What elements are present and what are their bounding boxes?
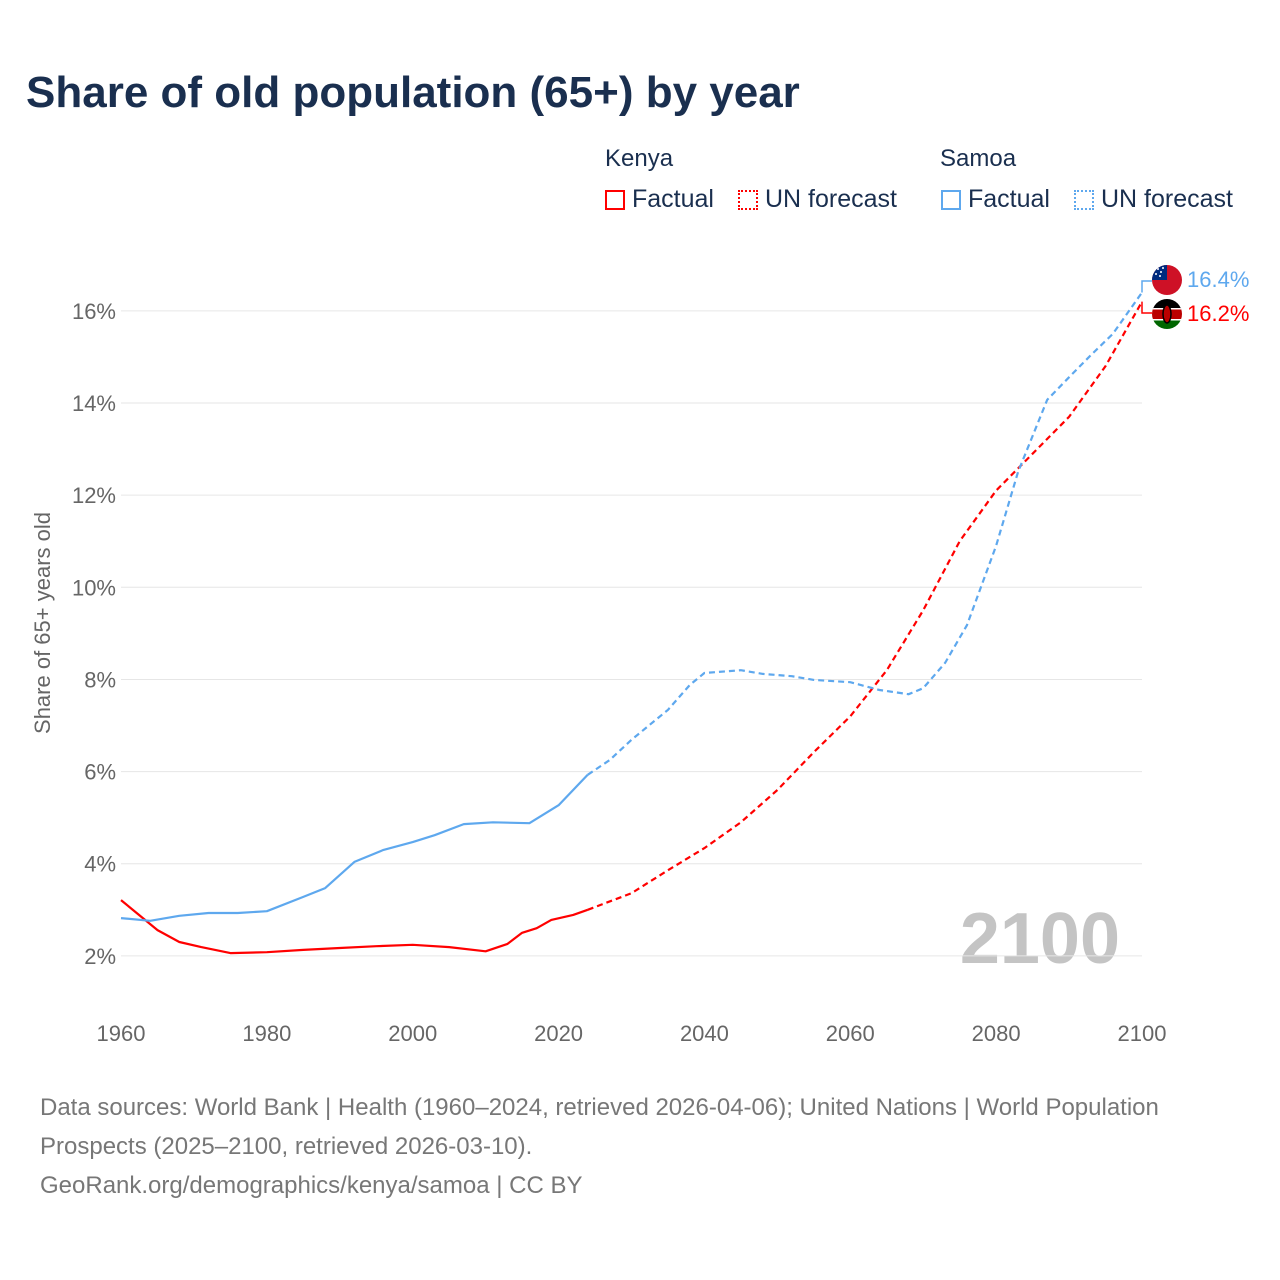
y-tick-label: 14% bbox=[72, 391, 116, 416]
y-tick-label: 8% bbox=[84, 667, 116, 692]
source-line: Data sources: World Bank | Health (1960–… bbox=[40, 1094, 1159, 1160]
legend-label: Factual bbox=[968, 185, 1050, 213]
kenya-flag-icon bbox=[1152, 299, 1182, 329]
legend-swatch-dotted bbox=[1074, 189, 1094, 210]
legend-samoa-forecast[interactable]: UN forecast bbox=[1074, 185, 1233, 214]
kenya-factual-line bbox=[120, 899, 589, 955]
legend-label: Factual bbox=[632, 185, 714, 213]
y-tick-label: 4% bbox=[84, 852, 116, 877]
legend-label: UN forecast bbox=[1101, 185, 1233, 213]
samoa-forecast-line bbox=[587, 291, 1143, 776]
x-tick-label: 1960 bbox=[97, 1021, 146, 1046]
x-tick-label: 2040 bbox=[680, 1021, 729, 1046]
y-tick-label: 16% bbox=[72, 299, 116, 324]
y-tick-label: 6% bbox=[84, 760, 116, 785]
samoa-factual-line bbox=[120, 774, 589, 922]
y-axis-label: Share of 65+ years old bbox=[30, 512, 55, 734]
chart-title: Share of old population (65+) by year bbox=[26, 68, 800, 117]
samoa-end-label: 16.4% bbox=[1187, 267, 1249, 292]
x-tick-label: 1980 bbox=[242, 1021, 291, 1046]
x-tick-label: 2020 bbox=[534, 1021, 583, 1046]
kenya-forecast-line bbox=[587, 301, 1143, 911]
samoa-flag-icon bbox=[1152, 265, 1182, 295]
year-watermark: 2100 bbox=[960, 899, 1120, 979]
source-note: Data sources: World Bank | Health (1960–… bbox=[40, 1088, 1190, 1205]
legend-samoa-heading: Samoa bbox=[940, 145, 1017, 172]
y-tick-label: 10% bbox=[72, 575, 116, 600]
x-tick-label: 2000 bbox=[388, 1021, 437, 1046]
kenya-end-label: 16.2% bbox=[1187, 301, 1249, 326]
legend-kenya-factual[interactable]: Factual bbox=[605, 185, 714, 214]
legend-swatch-solid bbox=[605, 189, 625, 210]
samoa-connector bbox=[1141, 280, 1152, 293]
legend-samoa-factual[interactable]: Factual bbox=[941, 185, 1050, 214]
source-link[interactable]: GeoRank.org/demographics/kenya/samoa | C… bbox=[40, 1172, 583, 1199]
y-tick-label: 2% bbox=[84, 944, 116, 969]
x-tick-label: 2080 bbox=[972, 1021, 1021, 1046]
y-tick-label: 12% bbox=[72, 483, 116, 508]
legend-label: UN forecast bbox=[765, 185, 897, 213]
x-tick-label: 2060 bbox=[826, 1021, 875, 1046]
legend-swatch-solid bbox=[941, 189, 961, 210]
x-tick-label: 2100 bbox=[1118, 1021, 1167, 1046]
legend-kenya-heading: Kenya bbox=[605, 145, 674, 172]
legend-kenya-forecast[interactable]: UN forecast bbox=[738, 185, 897, 214]
legend-swatch-dotted bbox=[738, 189, 758, 210]
kenya-connector bbox=[1141, 301, 1152, 314]
